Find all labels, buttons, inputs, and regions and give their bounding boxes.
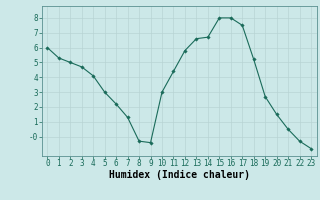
X-axis label: Humidex (Indice chaleur): Humidex (Indice chaleur) xyxy=(109,170,250,180)
